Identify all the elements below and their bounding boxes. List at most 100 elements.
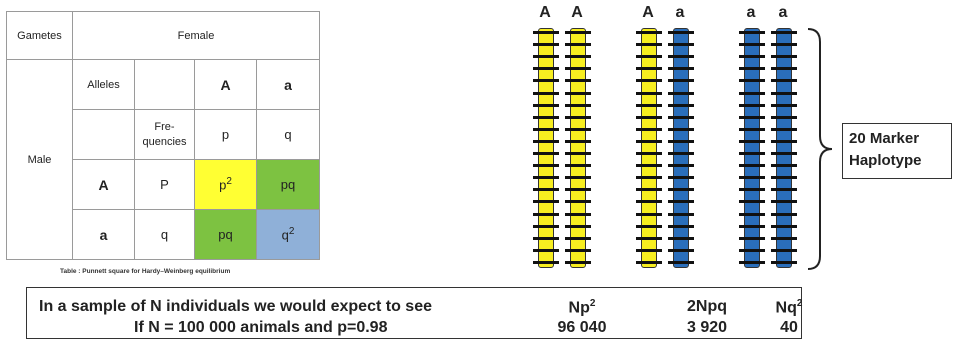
marker-band — [636, 91, 662, 95]
haplotype-label-line2: Haplotype — [849, 152, 922, 169]
marker-band — [668, 176, 694, 180]
marker-band — [668, 67, 694, 71]
marker-band — [668, 115, 694, 119]
marker-band — [771, 79, 797, 83]
haplotype-label-line1: 20 Marker — [849, 130, 920, 147]
marker-band — [636, 139, 662, 143]
marker-band — [668, 261, 694, 264]
marker-band — [668, 55, 694, 59]
marker-band — [668, 139, 694, 143]
marker-band — [771, 115, 797, 119]
marker-band — [668, 188, 694, 192]
marker-band — [636, 43, 662, 47]
marker-band — [771, 55, 797, 59]
marker-band — [565, 55, 591, 59]
marker-band — [739, 67, 765, 71]
summary-line1: In a sample of N individuals we would ex… — [39, 298, 432, 315]
marker-band — [668, 103, 694, 107]
marker-band — [565, 164, 591, 168]
gametes-header: Gametes — [6, 11, 73, 60]
marker-band — [771, 31, 797, 34]
marker-band — [565, 200, 591, 204]
marker-band — [565, 79, 591, 83]
marker-band — [771, 236, 797, 240]
marker-band — [533, 188, 559, 192]
marker-band — [533, 212, 559, 216]
marker-band — [565, 91, 591, 95]
marker-band — [668, 43, 694, 47]
marker-band — [739, 103, 765, 107]
marker-band — [771, 91, 797, 95]
marker-band — [565, 224, 591, 228]
marker-band — [565, 127, 591, 131]
marker-band — [533, 91, 559, 95]
marker-band — [771, 200, 797, 204]
marker-band — [636, 176, 662, 180]
marker-band — [668, 91, 694, 95]
alleles-label: Alleles — [72, 59, 135, 110]
marker-band — [636, 31, 662, 34]
marker-band — [565, 188, 591, 192]
marker-band — [636, 212, 662, 216]
col3-head: Nq2 — [775, 298, 803, 317]
col1-value: 96 040 — [557, 319, 607, 336]
marker-band — [565, 115, 591, 119]
marker-band — [739, 248, 765, 252]
marker-band — [565, 212, 591, 216]
marker-band — [533, 127, 559, 131]
marker-band — [739, 91, 765, 95]
marker-band — [565, 139, 591, 143]
allele-label: A — [642, 4, 654, 21]
haplotype-label: 20 Marker Haplotype — [842, 123, 952, 179]
chromosome-a — [668, 28, 694, 268]
empty-cell — [72, 109, 135, 160]
marker-band — [739, 31, 765, 34]
marker-band — [533, 176, 559, 180]
marker-band — [533, 261, 559, 264]
p2-base: p — [219, 177, 227, 193]
allele-label: A — [571, 4, 583, 21]
marker-band — [668, 152, 694, 156]
allele-label: a — [778, 4, 788, 21]
allele-label: a — [746, 4, 756, 21]
marker-band — [533, 55, 559, 59]
p2-exp: 2 — [226, 176, 232, 188]
marker-band — [771, 43, 797, 47]
marker-band — [771, 127, 797, 131]
marker-band — [533, 224, 559, 228]
marker-band — [533, 67, 559, 71]
marker-band — [771, 248, 797, 252]
chromosome-a — [739, 28, 765, 268]
summary-box: In a sample of N individuals we would ex… — [26, 287, 802, 339]
cell-pq-2: pq — [194, 209, 257, 260]
female-allele-A: A — [194, 59, 257, 110]
marker-band — [636, 67, 662, 71]
marker-band — [771, 224, 797, 228]
marker-band — [533, 236, 559, 240]
marker-band — [771, 164, 797, 168]
q2-exp: 2 — [288, 226, 295, 238]
marker-band — [668, 224, 694, 228]
marker-band — [771, 261, 797, 264]
marker-band — [636, 79, 662, 83]
marker-band — [636, 236, 662, 240]
marker-band — [771, 176, 797, 180]
marker-band — [739, 200, 765, 204]
marker-band — [533, 248, 559, 252]
allele-label: a — [675, 4, 685, 21]
marker-band — [533, 43, 559, 47]
marker-band — [636, 261, 662, 264]
marker-band — [636, 103, 662, 107]
curly-brace-icon — [807, 28, 833, 270]
q2-base: q — [281, 227, 289, 243]
marker-band — [668, 164, 694, 168]
marker-band — [739, 188, 765, 192]
marker-band — [636, 224, 662, 228]
marker-band — [739, 164, 765, 168]
allele-label: A — [539, 4, 551, 21]
marker-band — [636, 248, 662, 252]
marker-band — [565, 236, 591, 240]
marker-band — [636, 115, 662, 119]
male-header: Male — [6, 59, 73, 260]
frequencies-label: Fre- quencies — [134, 109, 195, 160]
